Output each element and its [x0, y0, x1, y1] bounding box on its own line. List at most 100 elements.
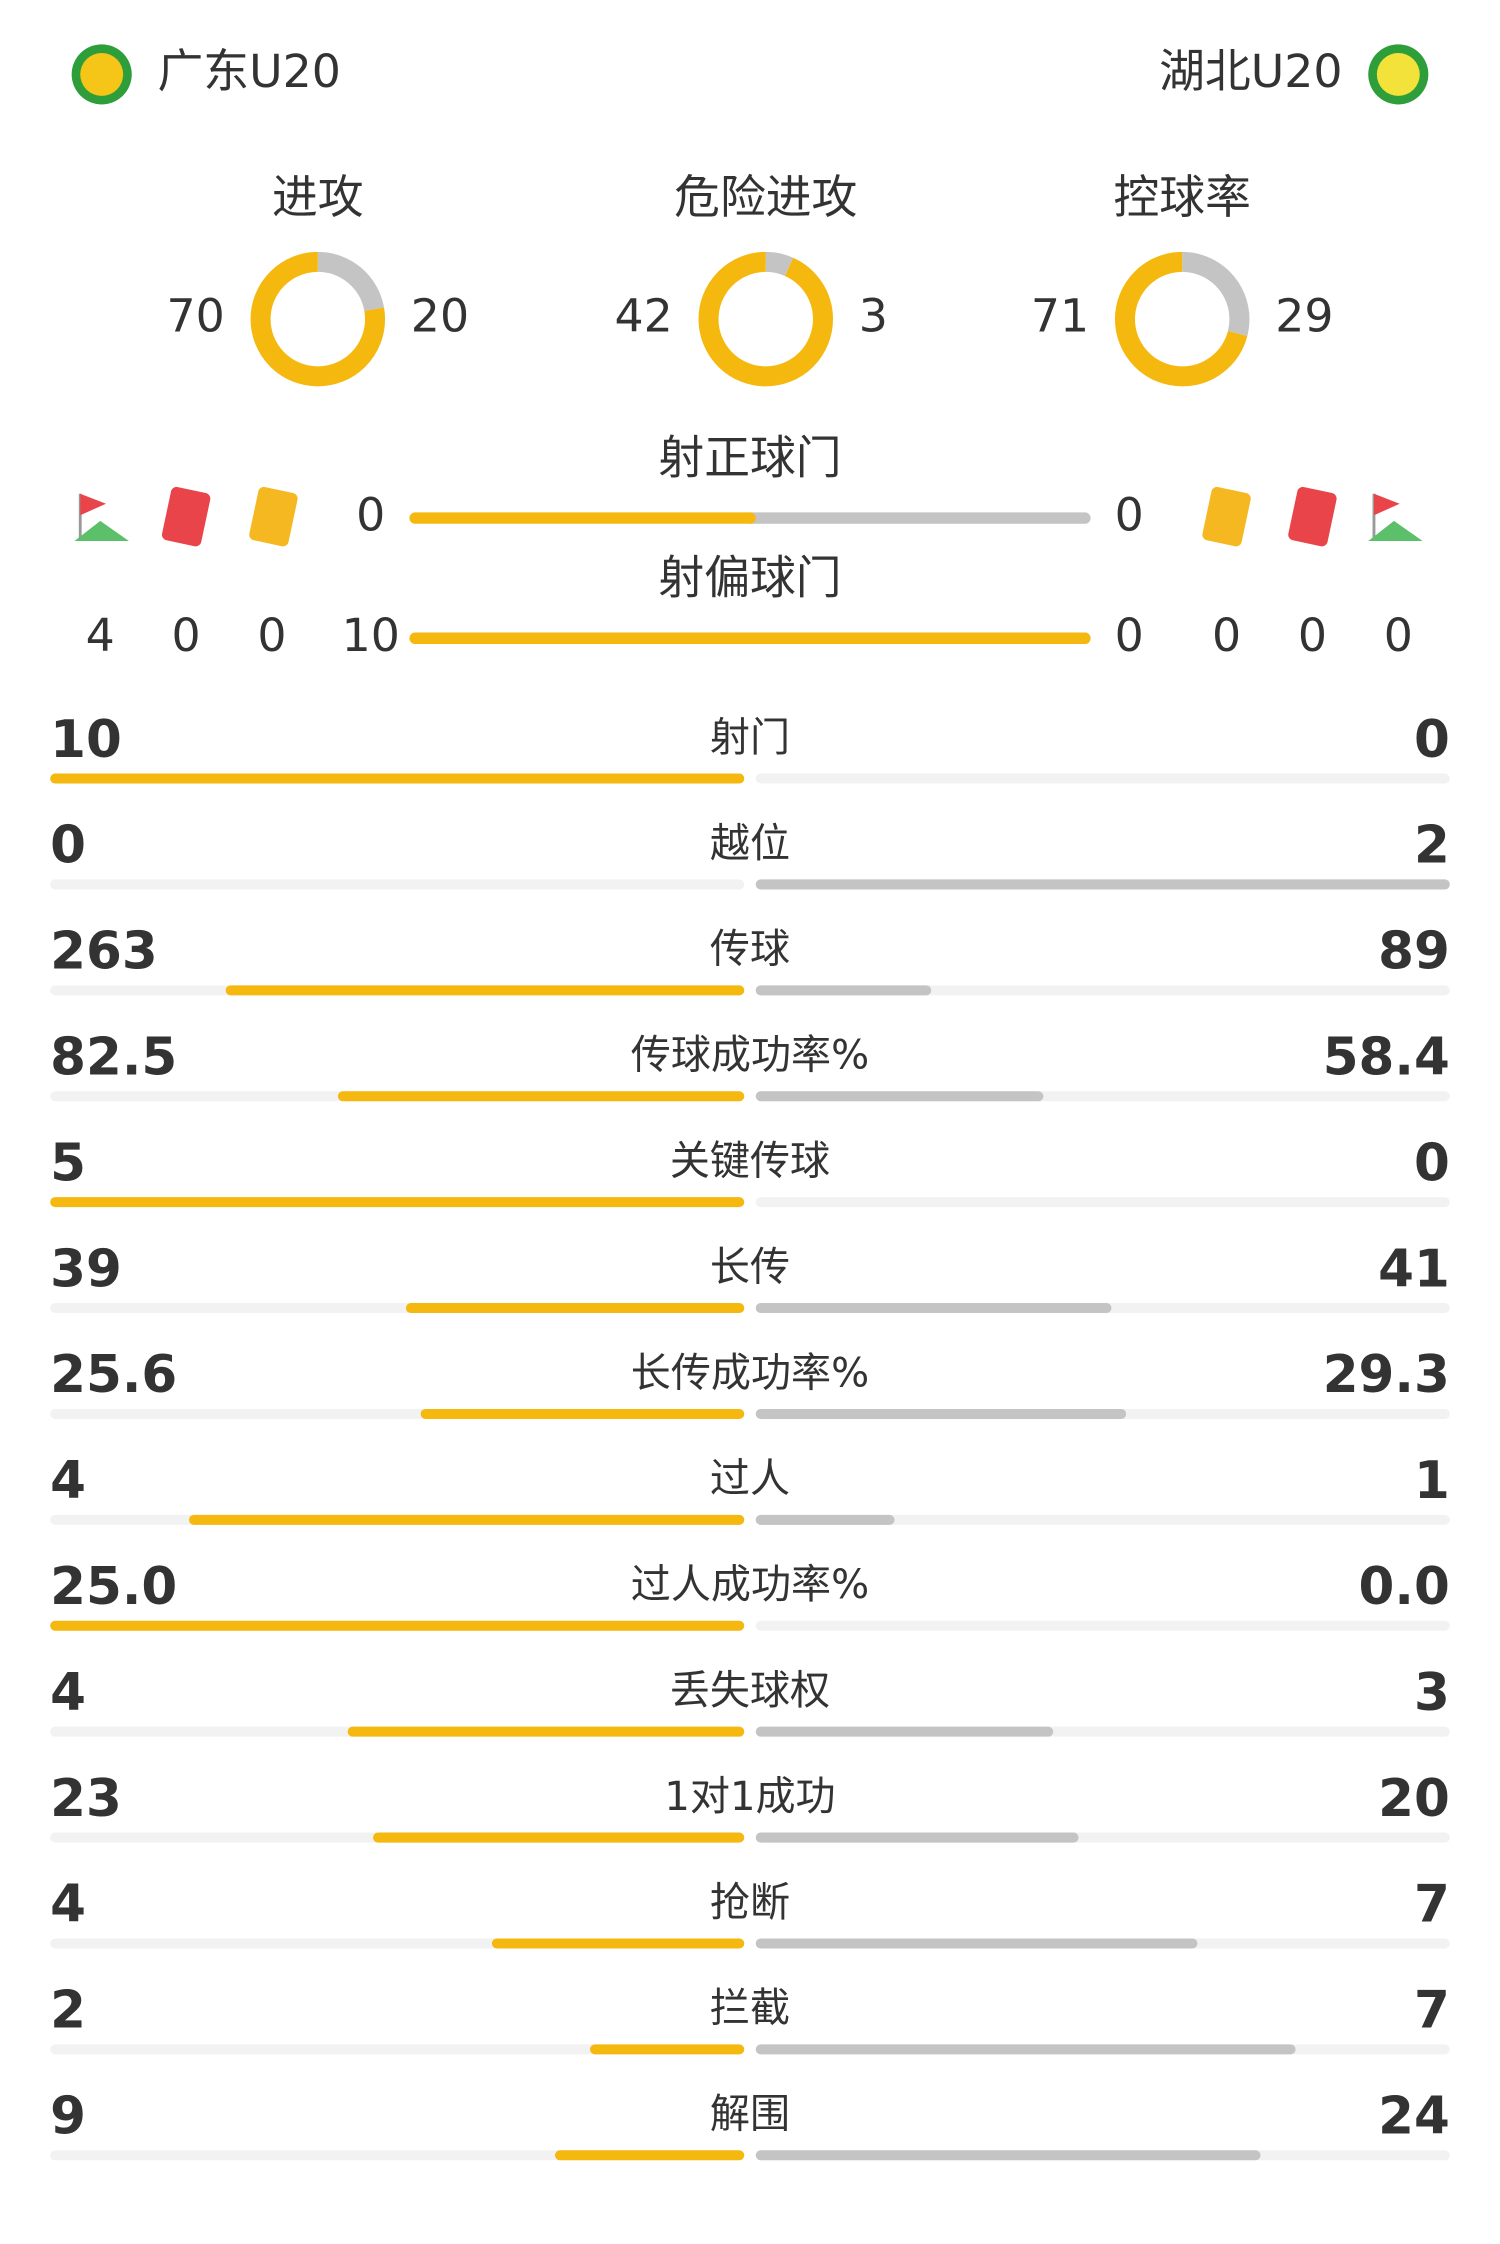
- stat-label: 1对1成功: [664, 1774, 835, 1820]
- away-value: 89: [1378, 922, 1450, 982]
- stat-label: 过人成功率%: [631, 1562, 869, 1608]
- home-value: 71: [1031, 289, 1089, 343]
- donut-home-arc: [250, 251, 386, 387]
- away-bar: [755, 879, 1450, 890]
- away-value: 3: [1414, 1663, 1450, 1723]
- donut-label: 进攻: [272, 170, 364, 224]
- shot-label: 射正球门: [658, 430, 841, 484]
- away-bar: [755, 1832, 1079, 1843]
- home-corners: 4: [86, 608, 115, 662]
- home-bar: [50, 1620, 745, 1631]
- away-value: 58.4: [1323, 1027, 1450, 1087]
- away-team: 湖北U20: [1159, 44, 1342, 98]
- away-bar: [755, 2044, 1296, 2055]
- corner-icon: [74, 493, 129, 541]
- track: [50, 879, 745, 890]
- home-bar: [50, 1197, 745, 1208]
- home-value: 263: [50, 922, 158, 982]
- track: [50, 2044, 745, 2055]
- stat-label: 抢断: [710, 1880, 790, 1926]
- home-value: 4: [50, 1663, 86, 1723]
- yellow-card-icon: [249, 486, 298, 547]
- away-bar: [755, 1514, 895, 1525]
- away-value: 29: [1275, 289, 1333, 343]
- home-value: 70: [167, 289, 225, 343]
- away-value: 20: [411, 289, 469, 343]
- away-value: 7: [1414, 1875, 1450, 1935]
- home-value: 42: [614, 289, 672, 343]
- home-value: 0: [356, 488, 385, 542]
- away-value: 0: [1115, 488, 1144, 542]
- away-value: 1: [1414, 1451, 1450, 1511]
- home-team: 广东U20: [158, 44, 341, 98]
- home-yellow: 0: [257, 608, 286, 662]
- away-value: 24: [1378, 2086, 1450, 2146]
- stat-label: 过人: [710, 1456, 790, 1502]
- stat-label: 射门: [710, 715, 790, 761]
- home-bar: [554, 2150, 745, 2161]
- donut-label: 控球率: [1114, 170, 1251, 224]
- shot-label: 射偏球门: [658, 551, 841, 605]
- home-bar: [373, 1832, 745, 1843]
- home-bar: [590, 2044, 745, 2055]
- away-bar: [755, 1938, 1198, 1949]
- home-value: 23: [50, 1769, 122, 1829]
- away-yellow: 0: [1212, 608, 1241, 662]
- away-logo: [1368, 44, 1429, 105]
- away-corners: 0: [1384, 608, 1413, 662]
- away-value: 0.0: [1359, 1557, 1450, 1617]
- away-value: 2: [1414, 816, 1450, 876]
- away-red: 0: [1298, 608, 1327, 662]
- donut-home-arc: [1114, 251, 1250, 387]
- track: [755, 1620, 1450, 1631]
- red-card-icon: [161, 486, 211, 547]
- away-bar: [755, 985, 932, 996]
- away-value: 3: [859, 289, 888, 343]
- home-logo: [71, 44, 132, 105]
- away-bar: [755, 1408, 1127, 1419]
- home-value: 5: [50, 1133, 86, 1193]
- track: [755, 773, 1450, 784]
- home-bar: [189, 1514, 745, 1525]
- home-value: 10: [342, 608, 400, 662]
- home-bar: [405, 1303, 745, 1314]
- donut-home-arc: [698, 251, 834, 387]
- stat-label: 拦截: [710, 1986, 790, 2032]
- stat-label: 关键传球: [670, 1139, 830, 1185]
- stat-label: 传球: [710, 927, 790, 973]
- away-value: 0: [1115, 608, 1144, 662]
- away-bar: [755, 1303, 1112, 1314]
- home-red: 0: [172, 608, 201, 662]
- stat-label: 长传成功率%: [631, 1350, 869, 1396]
- stat-label: 传球成功率%: [631, 1033, 869, 1079]
- home-bar: [491, 1938, 745, 1949]
- away-value: 0: [1414, 1133, 1450, 1193]
- home-bar: [337, 1091, 745, 1102]
- home-bar: [50, 773, 745, 784]
- away-bar: [755, 1726, 1054, 1737]
- away-bar: [755, 2150, 1261, 2161]
- stat-label: 丢失球权: [670, 1668, 830, 1714]
- away-value: 0: [1414, 710, 1450, 770]
- stat-label: 解围: [710, 2092, 790, 2138]
- yellow-card-icon: [1202, 486, 1251, 547]
- home-value: 82.5: [50, 1027, 177, 1087]
- away-value: 29.3: [1323, 1345, 1450, 1405]
- corner-icon: [1368, 493, 1423, 541]
- home-value: 10: [50, 710, 122, 770]
- home-bar: [225, 985, 745, 996]
- away-value: 20: [1378, 1769, 1450, 1829]
- stat-label: 长传: [710, 1244, 790, 1290]
- home-bar: [347, 1726, 745, 1737]
- track: [755, 1514, 1450, 1525]
- donut-label: 危险进攻: [674, 170, 857, 224]
- home-value: 4: [50, 1875, 86, 1935]
- home-value: 2: [50, 1981, 86, 2041]
- home-value: 39: [50, 1239, 122, 1299]
- home-value: 0: [50, 816, 86, 876]
- away-value: 41: [1378, 1239, 1450, 1299]
- home-value: 25.6: [50, 1345, 177, 1405]
- home-value: 4: [50, 1451, 86, 1511]
